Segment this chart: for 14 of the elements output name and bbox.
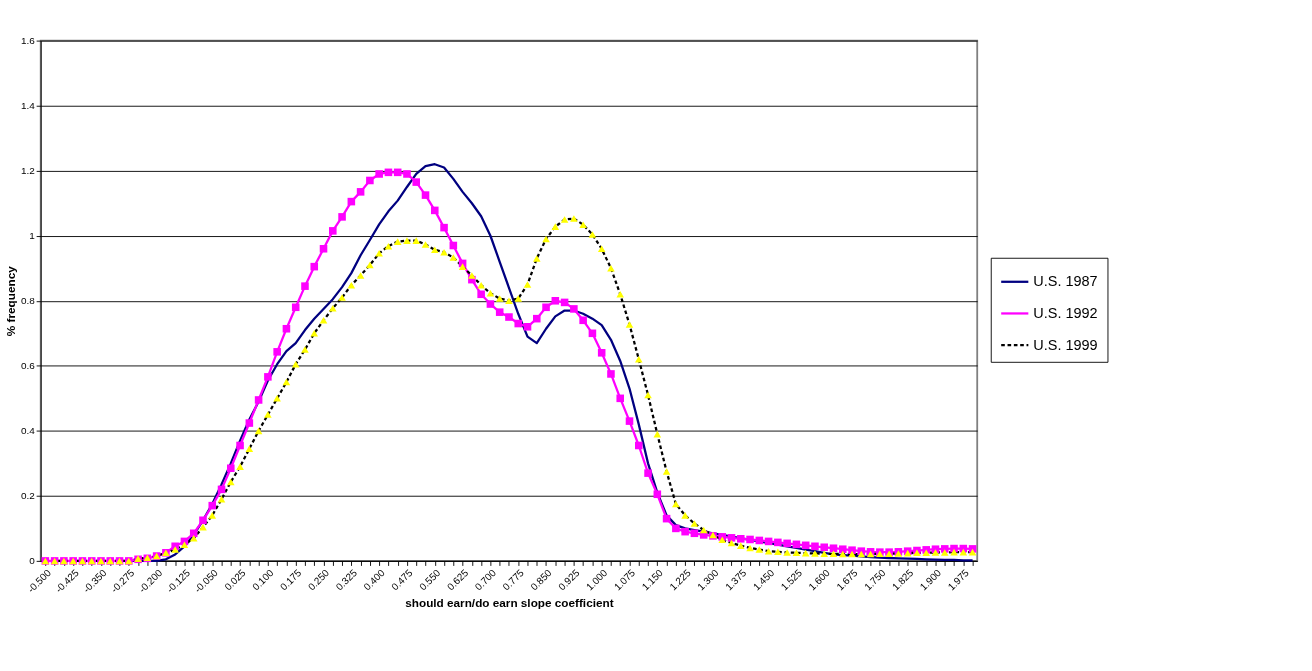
y-tick-label: 1 bbox=[29, 229, 36, 241]
y-tick-label: 0 bbox=[29, 555, 36, 567]
y-tick-label: 0.4 bbox=[21, 425, 36, 437]
y-tick-label: 0.8 bbox=[21, 294, 36, 306]
y-tick-label: 1.6 bbox=[21, 34, 36, 46]
y-axis-title: % frequency bbox=[3, 265, 17, 337]
x-axis-title: should earn/do earn slope coefficient bbox=[405, 596, 614, 610]
legend-label: U.S. 1992 bbox=[1033, 304, 1098, 321]
y-tick-label: 0.6 bbox=[21, 359, 36, 371]
legend-label: U.S. 1999 bbox=[1033, 336, 1098, 353]
legend-label: U.S. 1987 bbox=[1033, 273, 1098, 290]
y-tick-label: 1.4 bbox=[21, 99, 36, 111]
y-tick-label: 0.2 bbox=[21, 490, 36, 502]
y-tick-label: 1.2 bbox=[21, 164, 36, 176]
